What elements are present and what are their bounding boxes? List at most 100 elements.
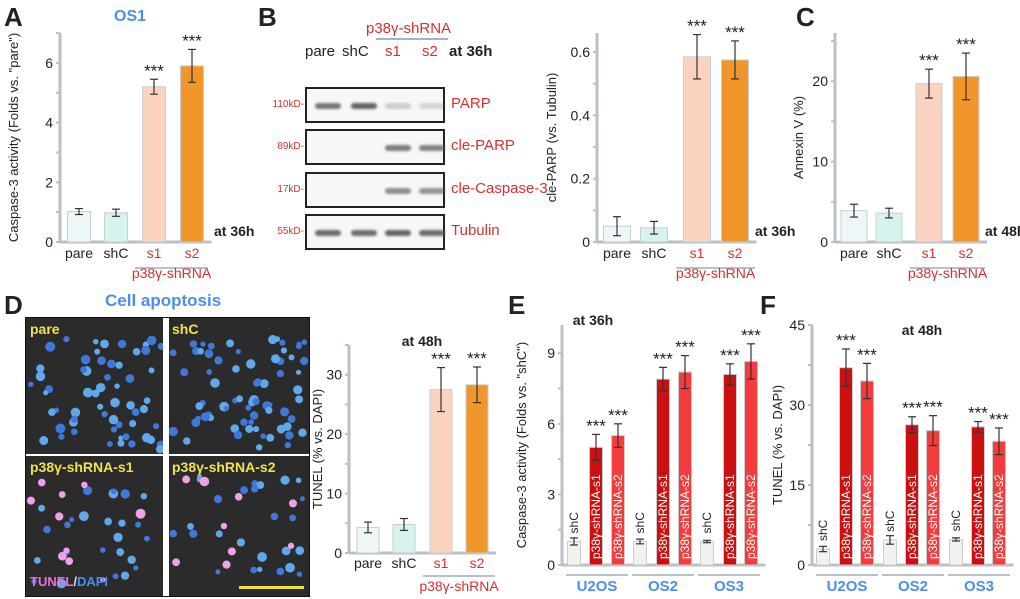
dapi-cell [293,385,303,395]
dapi-cell [101,410,108,418]
bar [915,83,943,243]
x-tick-label: s1 [922,245,937,261]
dapi-cell [100,339,109,349]
group-label: OS2 [898,578,928,595]
dapi-cell [38,504,46,512]
x-tick-label: s2 [728,245,743,261]
dapi-cell [268,335,278,345]
y-tick-label: 10 [326,486,342,502]
dapi-cell [80,366,87,374]
significance-marker: *** [968,404,988,423]
quadrant-label-s1: p38γ-shRNA-s1 [30,459,134,475]
dapi-cell [143,397,151,404]
band [385,103,411,109]
dapi-cell [301,339,308,345]
dapi-cell [233,430,243,440]
dapi-cell [146,335,157,346]
panel-label-d: D [4,290,23,320]
significance-marker: *** [919,51,939,70]
dapi-cell [92,338,99,345]
title-cell-apoptosis: Cell apoptosis [105,291,222,310]
dapi-cell [246,359,256,369]
tunel-cell [222,560,231,569]
quadrant-label-s2: p38γ-shRNA-s2 [172,459,276,475]
dapi-cell [70,415,78,423]
dapi-cell [70,428,78,436]
dapi-cell [289,514,297,522]
dapi-cell [128,440,136,448]
dapi-cell [115,421,123,429]
kd-marker: 55kD- [277,226,304,237]
kd-marker: 17kD- [277,184,304,195]
dapi-cell [187,523,194,530]
dapi-cell [113,532,123,542]
dapi-cell [274,336,281,342]
dapi-cell [196,474,203,480]
band [315,230,341,236]
dapi-cell [33,557,41,564]
dapi-cell [141,345,151,355]
lane-s1: s1 [385,43,401,60]
dapi-cell [108,414,119,425]
y-tick-label: 0 [797,557,805,573]
dapi-cell [100,547,106,553]
y-tick-label: 0.2 [571,171,591,187]
dapi-cell [210,378,220,388]
x-tick-label: shC [877,245,902,261]
x-tick-label: shC [104,245,129,261]
dapi-cell [35,371,46,382]
tunel-cell [220,522,228,530]
y-tick-label: 45 [789,317,805,333]
bar-label: p38γ-shRNA-s2 [860,474,874,559]
dapi-cell [296,571,303,577]
dapi-cell [197,347,204,355]
dapi-cell [230,424,240,433]
dapi-cell [191,418,201,427]
dapi-cell [146,435,156,445]
group-label: p38γ-shRNA [419,578,499,594]
bar-label: p38γ-shRNA-s2 [611,474,625,559]
significance-marker: *** [725,23,745,42]
x-tick-label: s1 [690,245,705,261]
bar-label: p38γ-shRNA-s1 [905,474,919,559]
annotation-time: at 48h [985,223,1020,239]
dapi-cell [285,562,295,573]
dapi-cell [107,359,116,369]
dapi-cell [94,348,101,355]
blot-label: Tubulin [451,222,500,239]
dapi-cell [276,424,286,434]
dapi-cell [114,383,120,389]
bar [700,540,714,566]
band [315,103,341,109]
annotation-time: at 48h [902,322,942,338]
dapi-cell [200,412,210,422]
bar [180,65,204,243]
dapi-cell [279,339,286,346]
tunel-cell [100,577,106,583]
bar [142,86,166,243]
dapi-cell [295,546,305,555]
band [385,145,411,151]
bar-label: p38γ-shRNA-s2 [926,474,940,559]
band [351,103,377,109]
dapi-cell [235,348,241,355]
bar [952,75,980,243]
dapi-cell [249,411,259,420]
bar-label: shC [567,512,581,534]
blot-label: PARP [451,95,491,112]
significance-marker: *** [902,399,922,418]
bar-label: p38γ-shRNA-s2 [992,474,1006,559]
dapi-cell [295,343,302,350]
kd-marker: 89kD- [277,141,304,152]
blot-group-line [376,38,448,40]
band [419,188,445,194]
tunel-cell [287,542,295,549]
blot-group-label: p38γ-shRNA [366,20,452,37]
y-tick-label: 4 [45,115,53,131]
tunel-cell [234,492,243,501]
dapi-cell [236,538,245,547]
lane-shc: shC [342,43,369,60]
dapi-cell [43,525,51,534]
dapi-cell [200,341,206,347]
tunel-cell [37,478,46,487]
